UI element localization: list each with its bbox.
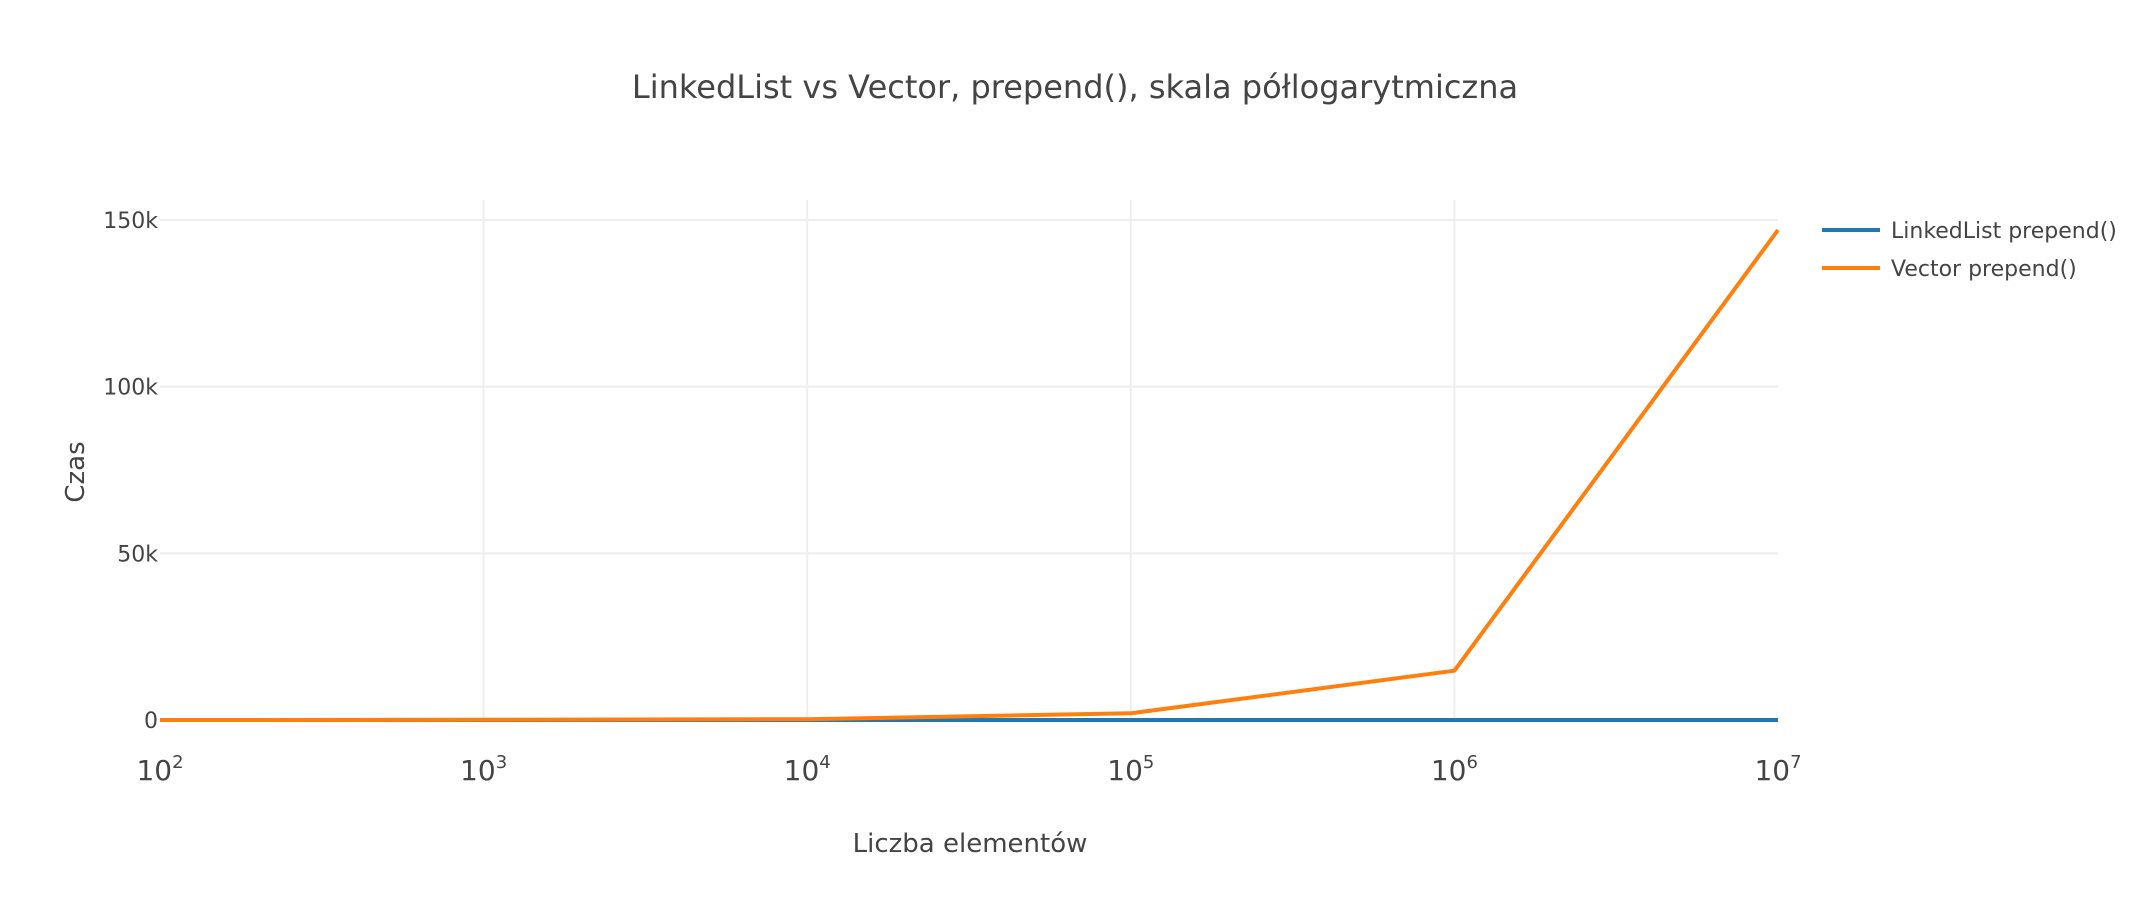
x-tick-label: 102 <box>136 752 183 787</box>
y-tick-label: 50k <box>117 542 158 567</box>
legend-label: Vector prepend() <box>1891 257 2077 282</box>
x-tick-label: 107 <box>1754 752 1801 787</box>
y-tick-label: 0 <box>144 709 158 734</box>
x-tick-label: 105 <box>1107 752 1154 787</box>
series-layer <box>159 228 1780 722</box>
y-tick-label: 150k <box>103 209 158 234</box>
x-tick-label: 106 <box>1431 752 1478 787</box>
chart-title: LinkedList vs Vector, prepend(), skala p… <box>632 68 1518 106</box>
x-tick-label: 104 <box>784 752 831 787</box>
legend: LinkedList prepend() Vector prepend() <box>1822 219 2117 282</box>
series-line-vector <box>159 228 1780 722</box>
x-axis-title: Liczba elementów <box>853 829 1088 859</box>
y-axis-ticks: 0 50k 100k 150k <box>103 209 158 734</box>
legend-label: LinkedList prepend() <box>1891 219 2117 244</box>
y-tick-label: 100k <box>103 376 158 401</box>
x-axis-ticks: 102 103 104 105 106 107 <box>136 752 1801 787</box>
grid-layer <box>160 200 1778 720</box>
y-axis-title: Czas <box>61 441 91 502</box>
x-tick-label: 103 <box>460 752 507 787</box>
